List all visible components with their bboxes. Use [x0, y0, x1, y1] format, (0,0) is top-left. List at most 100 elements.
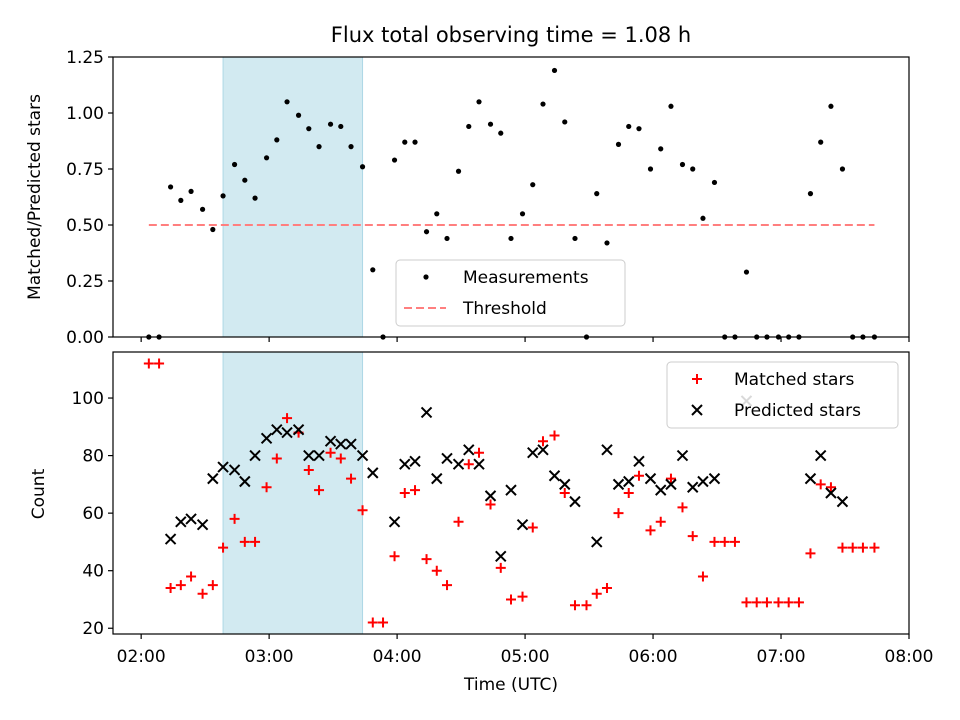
y-tick-label: 0.50	[66, 216, 104, 236]
data-point	[292, 423, 305, 436]
legend-marker	[692, 374, 702, 384]
data-point	[847, 542, 858, 553]
data-point	[453, 516, 464, 527]
data-point	[626, 123, 632, 130]
data-point	[591, 536, 603, 548]
data-point	[252, 195, 258, 201]
data-point	[697, 571, 708, 582]
x-tick-label: 08:00	[885, 647, 934, 667]
data-point	[359, 164, 366, 170]
data-point	[633, 470, 644, 481]
data-point	[668, 103, 674, 109]
data-point	[367, 467, 379, 479]
data-point	[665, 478, 677, 491]
data-point	[306, 126, 312, 132]
figure-title: Flux total observing time = 1.08 h	[331, 23, 691, 47]
data-point	[188, 188, 194, 194]
data-point	[837, 542, 848, 553]
data-point	[751, 597, 762, 608]
ratio-panel: 0.00 0.25 0.50 0.75 1.00 1.25 Measurements Thre…	[66, 48, 910, 348]
data-point	[473, 458, 485, 470]
data-point	[444, 235, 450, 242]
data-point	[399, 488, 410, 498]
data-point	[549, 430, 560, 441]
data-point	[487, 121, 494, 127]
data-point	[807, 191, 814, 197]
data-point	[869, 542, 880, 553]
data-point	[345, 438, 357, 450]
data-point	[409, 455, 421, 468]
data-point	[271, 453, 282, 464]
data-point	[825, 487, 837, 499]
data-point	[338, 123, 344, 130]
x-tick-label: 02:00	[117, 647, 166, 667]
data-point	[452, 458, 465, 470]
data-point	[261, 482, 272, 493]
data-point	[711, 179, 718, 186]
axes-frame	[112, 56, 910, 338]
count-panel: 20 40 60 80 100 02:00 03:00 04:00 05:00 06:00 07:0…	[72, 351, 934, 667]
data-point	[185, 513, 197, 525]
data-point	[250, 536, 261, 547]
data-point	[175, 516, 187, 528]
data-point	[303, 464, 314, 475]
data-point	[612, 478, 625, 491]
data-point	[410, 485, 421, 496]
data-point	[591, 588, 602, 599]
data-point	[658, 146, 664, 152]
data-point	[231, 161, 238, 168]
data-point	[164, 533, 177, 545]
data-point	[218, 542, 229, 553]
legend-box	[395, 259, 626, 327]
data-point	[420, 406, 433, 419]
data-point	[601, 444, 613, 456]
data-point	[324, 435, 337, 447]
y-tick-label: 0.75	[66, 160, 104, 180]
data-point	[601, 582, 612, 593]
data-point	[818, 139, 824, 145]
data-point	[505, 484, 517, 496]
data-point	[508, 235, 514, 242]
data-point	[274, 137, 280, 143]
y-tick-label: 0.25	[66, 272, 104, 292]
data-point	[314, 485, 325, 496]
y-tick-label: 20	[82, 619, 104, 639]
data-point	[335, 453, 346, 464]
data-point	[527, 522, 538, 533]
data-point	[569, 600, 580, 611]
legend: Matched stars Predicted stars	[666, 361, 899, 429]
x-axis-label: Time (UTC)	[463, 675, 558, 695]
data-point	[423, 229, 430, 235]
data-point	[327, 121, 334, 127]
data-point	[498, 130, 504, 136]
data-point	[687, 481, 699, 493]
data-point	[537, 444, 549, 456]
data-point	[604, 240, 610, 246]
data-point	[633, 455, 645, 468]
legend-label: Matched stars	[734, 370, 854, 390]
data-point	[687, 531, 698, 542]
legend-marker	[691, 404, 703, 416]
data-point	[463, 459, 474, 470]
data-point	[839, 166, 846, 172]
data-point	[581, 600, 592, 611]
data-point	[325, 447, 336, 458]
data-point	[537, 436, 548, 447]
data-point	[679, 161, 686, 168]
data-point	[783, 597, 794, 608]
y-tick-label: 40	[82, 562, 104, 582]
data-point	[228, 464, 241, 476]
data-point	[690, 166, 696, 172]
x-tick-label: 03:00	[245, 647, 294, 667]
y-tick-label: 60	[82, 504, 104, 524]
data-point	[260, 432, 273, 445]
data-point	[761, 597, 772, 608]
data-point	[572, 235, 578, 242]
data-point	[242, 177, 248, 183]
data-point	[708, 472, 721, 485]
data-point	[348, 144, 354, 150]
highlight-span	[222, 351, 364, 635]
data-point	[527, 447, 539, 459]
data-point	[825, 482, 836, 493]
data-point	[815, 479, 826, 490]
